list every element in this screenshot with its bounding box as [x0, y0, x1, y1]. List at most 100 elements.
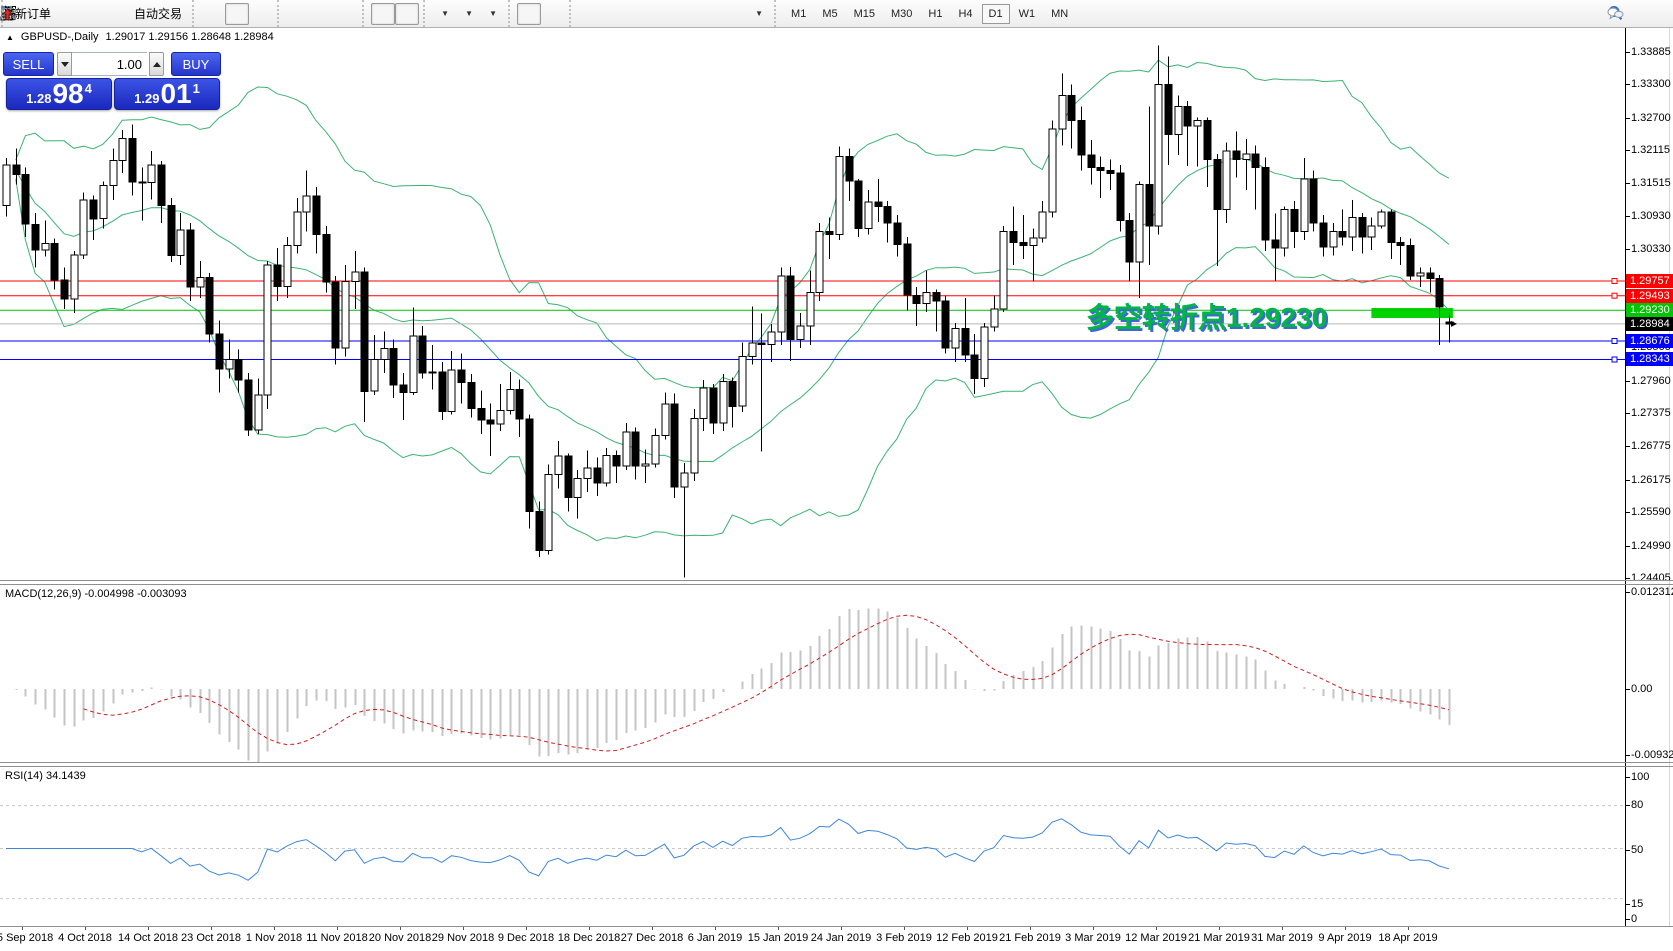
pane-separator[interactable] [0, 580, 1673, 581]
timeframe-H4[interactable]: H4 [951, 4, 979, 24]
date-tick-label: 3 Feb 2019 [876, 932, 932, 944]
date-tick-label: 29 Nov 2018 [431, 932, 495, 944]
date-tick-label: 6 Jan 2019 [687, 932, 743, 944]
date-tick-label: 12 Feb 2019 [936, 932, 998, 944]
tile-windows-button[interactable] [1, 3, 358, 25]
dropdown-arrow-icon[interactable]: ▼ [465, 9, 473, 18]
price-tick-label: 1.24405 [1631, 572, 1671, 584]
price-chart-pane[interactable] [0, 27, 1625, 583]
price-tick-label: 1.32700 [1631, 112, 1671, 124]
price-tick-label: 1.33300 [1631, 78, 1671, 90]
timeframe-M1[interactable]: M1 [784, 4, 813, 24]
autotrading-button[interactable]: 自动交易 [1, 3, 188, 25]
candlestick-mode-button[interactable] [2, 2, 250, 25]
date-tick-label: 21 Feb 2019 [999, 932, 1061, 944]
new-order-button[interactable]: 新订单 [1, 3, 57, 25]
date-tick-label: 14 Oct 2018 [118, 932, 178, 944]
triangle-up-icon [152, 61, 161, 67]
volume-input[interactable] [72, 52, 147, 76]
new-order-label: 新订单 [15, 7, 52, 21]
timeframe-M30[interactable]: M30 [884, 4, 919, 24]
date-tick-label: 31 Mar 2019 [1251, 932, 1313, 944]
timeframe-D1[interactable]: D1 [981, 3, 1010, 24]
autotrading-label: 自动交易 [134, 7, 183, 21]
new-chart-button[interactable]: ▼ [1, 3, 456, 25]
price-tick-label: 1.32115 [1631, 144, 1670, 156]
zoom-out-button[interactable] [1, 3, 334, 25]
toolbar-group: ▼ ▼ ▼ [1, 0, 508, 27]
dropdown-arrow-icon[interactable]: ▼ [489, 9, 497, 18]
fibonacci-tool-button[interactable]: F [1, 3, 698, 25]
bollinger-middle [15, 157, 1450, 463]
date-tick-label: 12 Mar 2019 [1125, 932, 1187, 944]
sell-price-sup: 4 [84, 80, 92, 96]
toolbar-group [1, 0, 362, 27]
vertical-line-tool-button[interactable] [3, 3, 602, 25]
market-window-button[interactable] [1, 3, 105, 25]
date-tick-label: 18 Apr 2019 [1378, 932, 1438, 944]
equidistant-channel-tool-button[interactable]: E [1, 3, 674, 25]
sell-price[interactable]: 1.28 98 4 [6, 78, 112, 110]
sell-button[interactable]: SELL [3, 52, 54, 76]
macd-tick-label: 0.012312 [1631, 586, 1673, 598]
toolbar-group: EFAT▼ [0, 0, 774, 27]
highlight-zone [1371, 308, 1453, 318]
chart-annotation[interactable]: 多空转折点1.29230 [1086, 302, 1328, 333]
crosshair-tool-button[interactable] [2, 3, 565, 25]
templates-button[interactable]: ▼ [1, 3, 504, 25]
date-tick-label: 24 Jan 2019 [810, 932, 872, 944]
horizontal-line-tool-button[interactable] [1, 3, 626, 25]
metaeditor-button[interactable] [2, 3, 81, 25]
price-tick-label: 1.27375 [1631, 407, 1671, 419]
signals-button[interactable] [1, 3, 129, 25]
timeframe-H1[interactable]: H1 [921, 4, 949, 24]
rsi-indicator-pane[interactable] [0, 767, 1625, 925]
price-badge: 1.29757 [1626, 274, 1673, 288]
chart-periods-button[interactable]: ▼ [1, 3, 480, 25]
zoom-in-button[interactable] [1, 3, 310, 25]
macd-signal-line [83, 614, 1450, 752]
macd-tick-label: -0.009328 [1631, 749, 1673, 761]
bollinger-upper [15, 59, 1450, 389]
ohlc-values: 1.29017 1.29156 1.28648 1.28984 [105, 31, 274, 43]
dropdown-arrow-icon[interactable]: ▼ [441, 9, 449, 18]
volume-decrease-button[interactable] [57, 52, 72, 76]
bar-chart-mode-button[interactable] [2, 3, 225, 25]
price-tick-label: 1.33885 [1631, 46, 1671, 58]
date-tick-label: 3 Mar 2019 [1065, 932, 1121, 944]
pane-separator[interactable] [0, 766, 1673, 767]
text-label-tool-button[interactable]: T [1, 3, 746, 25]
pane-separator[interactable] [0, 584, 1673, 585]
timeframe-MN[interactable]: MN [1044, 4, 1075, 24]
macd-indicator-pane[interactable] [0, 585, 1625, 762]
rsi-indicator-label: RSI(14) 34.1439 [5, 770, 86, 782]
sell-price-big: 98 [52, 78, 84, 109]
dropdown-arrow-icon[interactable]: ▼ [755, 9, 763, 18]
text-tool-button[interactable]: A [5, 3, 722, 25]
volume-increase-button[interactable] [149, 52, 164, 76]
price-badge: 1.28676 [1626, 334, 1673, 348]
chart-shift-button[interactable] [2, 2, 420, 25]
collapse-arrow-icon[interactable]: ▲ [6, 32, 14, 42]
timeframe-M15[interactable]: M15 [847, 4, 882, 24]
toolbar-group [2, 0, 569, 27]
date-tick-label: 4 Oct 2018 [58, 932, 112, 944]
macd-histogram [15, 608, 1451, 762]
price-badge: 1.28343 [1626, 352, 1673, 366]
price-tick-label: 1.31515 [1631, 177, 1671, 189]
symbol-name: GBPUSD-,Daily [20, 31, 99, 43]
line-chart-mode-button[interactable] [0, 3, 273, 25]
timeframe-W1[interactable]: W1 [1012, 4, 1043, 24]
arrows-tool-button[interactable]: ▼ [2, 3, 770, 25]
trendline-tool-button[interactable] [0, 3, 650, 25]
timeframe-M5[interactable]: M5 [815, 4, 844, 24]
buy-price-big: 01 [160, 78, 192, 109]
cursor-tool-button[interactable] [5, 2, 542, 25]
community-chat-button[interactable] [1607, 3, 1665, 25]
pane-separator[interactable] [0, 762, 1673, 763]
buy-button[interactable]: BUY [171, 52, 221, 76]
buy-price[interactable]: 1.29 01 1 [114, 78, 220, 110]
auto-scroll-button[interactable] [2, 2, 396, 25]
